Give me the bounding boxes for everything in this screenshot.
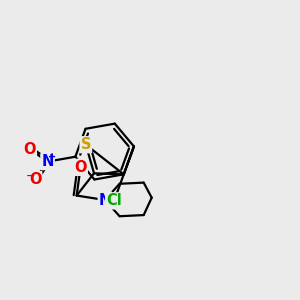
Text: +: + xyxy=(48,152,56,162)
Text: O: O xyxy=(74,160,87,175)
Text: Cl: Cl xyxy=(106,194,122,208)
Text: S: S xyxy=(81,137,91,152)
Text: O: O xyxy=(29,172,41,187)
Text: O: O xyxy=(23,142,36,157)
Text: N: N xyxy=(41,154,54,169)
Text: N: N xyxy=(99,193,111,208)
Text: −: − xyxy=(26,171,35,181)
